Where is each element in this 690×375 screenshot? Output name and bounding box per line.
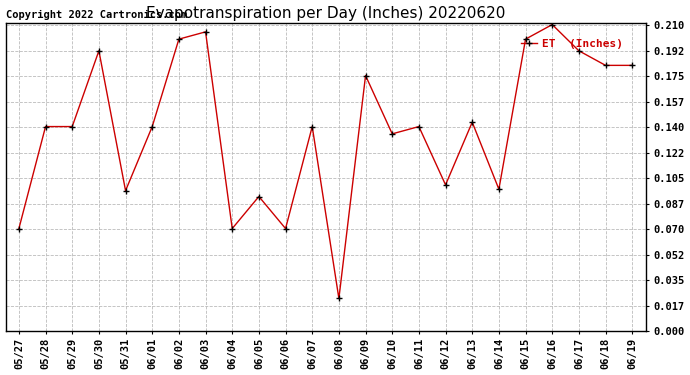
ET  (Inches) (468, 120, 476, 124)
ET  (Inches) (522, 37, 530, 41)
ET  (Inches) (201, 30, 210, 34)
ET  (Inches) (415, 124, 423, 129)
ET  (Inches) (388, 132, 396, 136)
ET  (Inches) (282, 226, 290, 231)
Legend: ET  (Inches): ET (Inches) (516, 35, 627, 54)
ET  (Inches) (548, 22, 556, 27)
ET  (Inches) (308, 124, 316, 129)
ET  (Inches) (495, 187, 503, 192)
ET  (Inches) (95, 48, 103, 53)
ET  (Inches) (335, 296, 343, 301)
ET  (Inches) (121, 188, 130, 193)
ET  (Inches) (228, 226, 237, 231)
ET  (Inches) (442, 183, 450, 187)
ET  (Inches) (41, 124, 50, 129)
Line: ET  (Inches): ET (Inches) (15, 21, 635, 302)
ET  (Inches) (575, 48, 583, 53)
ET  (Inches) (175, 37, 183, 41)
ET  (Inches) (628, 63, 636, 68)
ET  (Inches) (148, 124, 157, 129)
ET  (Inches) (255, 194, 263, 199)
Text: Copyright 2022 Cartronics.com: Copyright 2022 Cartronics.com (6, 10, 187, 20)
Title: Evapotranspiration per Day (Inches) 20220620: Evapotranspiration per Day (Inches) 2022… (146, 6, 505, 21)
ET  (Inches) (68, 124, 77, 129)
ET  (Inches) (362, 74, 370, 78)
ET  (Inches) (602, 63, 610, 68)
ET  (Inches) (14, 226, 23, 231)
